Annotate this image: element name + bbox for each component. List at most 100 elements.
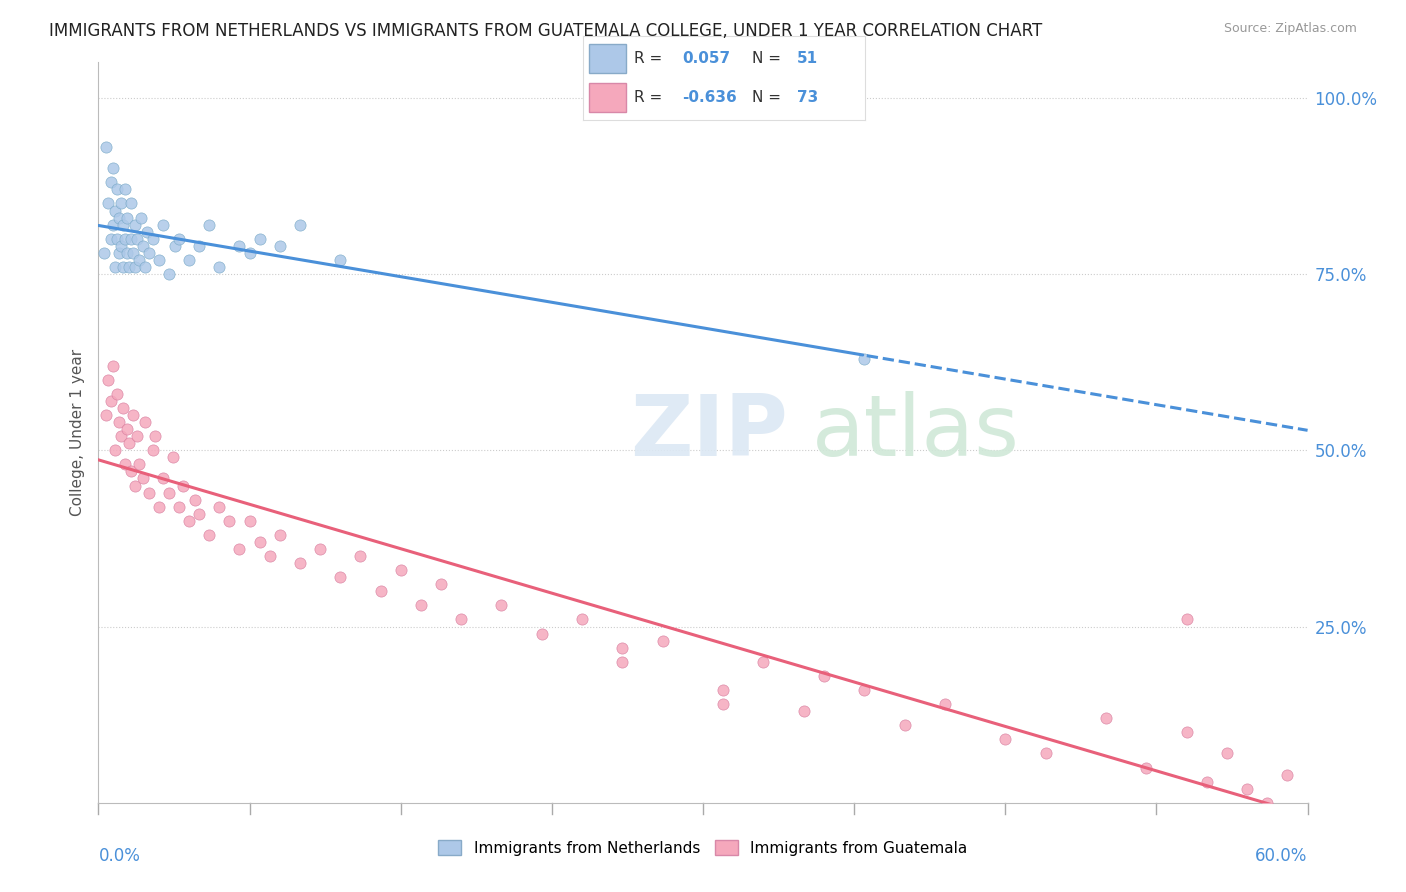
- Point: [96, 140, 118, 154]
- Text: ZIP: ZIP: [630, 391, 789, 475]
- Point: [97, 196, 120, 211]
- Point: [349, 549, 371, 563]
- Point: [101, 218, 124, 232]
- Point: [218, 514, 240, 528]
- Point: [124, 260, 146, 274]
- Point: [107, 415, 129, 429]
- Point: [125, 232, 148, 246]
- Point: [389, 563, 412, 577]
- Point: [853, 683, 876, 698]
- Point: [125, 429, 148, 443]
- Point: [188, 239, 211, 253]
- Text: IMMIGRANTS FROM NETHERLANDS VS IMMIGRANTS FROM GUATEMALA COLLEGE, UNDER 1 YEAR C: IMMIGRANTS FROM NETHERLANDS VS IMMIGRANT…: [49, 22, 1042, 40]
- Point: [893, 718, 915, 732]
- Point: [1175, 612, 1198, 626]
- Point: [110, 239, 132, 253]
- Point: [208, 260, 231, 274]
- Point: [269, 528, 291, 542]
- Point: [228, 541, 250, 556]
- Point: [711, 697, 734, 711]
- Point: [124, 218, 146, 232]
- Point: [198, 218, 221, 232]
- Point: [100, 393, 122, 408]
- Point: [115, 422, 138, 436]
- Point: [120, 464, 142, 478]
- Point: [115, 211, 138, 225]
- Point: [752, 655, 775, 669]
- Text: 0.057: 0.057: [682, 51, 730, 66]
- Point: [103, 443, 125, 458]
- Point: [138, 485, 160, 500]
- Point: [120, 196, 142, 211]
- Point: [793, 704, 815, 718]
- Point: [934, 697, 956, 711]
- Point: [853, 351, 876, 366]
- Text: atlas: atlas: [811, 391, 1019, 475]
- Point: [1236, 781, 1258, 796]
- Point: [430, 577, 453, 591]
- Point: [114, 458, 136, 472]
- Point: [450, 612, 472, 626]
- Point: [157, 485, 180, 500]
- Point: [208, 500, 231, 514]
- Point: [134, 260, 156, 274]
- Point: [1277, 767, 1299, 781]
- Text: -0.636: -0.636: [682, 90, 737, 105]
- Text: N =: N =: [752, 51, 782, 66]
- Point: [105, 387, 128, 401]
- Point: [132, 239, 155, 253]
- Point: [571, 612, 593, 626]
- Point: [249, 535, 271, 549]
- Point: [1095, 711, 1118, 725]
- Point: [1175, 725, 1198, 739]
- Point: [101, 161, 124, 176]
- Point: [135, 225, 157, 239]
- Point: [1035, 747, 1057, 761]
- Point: [288, 556, 311, 570]
- Point: [142, 232, 165, 246]
- FancyBboxPatch shape: [589, 44, 626, 73]
- Point: [118, 260, 141, 274]
- Point: [148, 252, 170, 267]
- Point: [134, 415, 156, 429]
- Point: [138, 245, 160, 260]
- Point: [143, 429, 166, 443]
- Point: [115, 245, 138, 260]
- Point: [114, 182, 136, 196]
- FancyBboxPatch shape: [589, 83, 626, 112]
- Point: [184, 492, 207, 507]
- Point: [118, 436, 141, 450]
- Point: [111, 401, 134, 415]
- Point: [1256, 796, 1278, 810]
- Point: [198, 528, 221, 542]
- Text: 60.0%: 60.0%: [1256, 847, 1308, 865]
- Point: [249, 232, 271, 246]
- Point: [107, 245, 129, 260]
- Point: [101, 359, 124, 373]
- Point: [152, 471, 174, 485]
- Text: 51: 51: [797, 51, 818, 66]
- Point: [1195, 774, 1218, 789]
- Point: [179, 252, 201, 267]
- Point: [111, 218, 134, 232]
- Point: [162, 450, 184, 465]
- Point: [711, 683, 734, 698]
- Point: [129, 211, 152, 225]
- Point: [269, 239, 291, 253]
- Text: R =: R =: [634, 51, 662, 66]
- Point: [110, 196, 132, 211]
- Point: [103, 260, 125, 274]
- Point: [1216, 747, 1239, 761]
- Point: [288, 218, 311, 232]
- Point: [103, 203, 125, 218]
- Point: [612, 640, 634, 655]
- Text: R =: R =: [634, 90, 662, 105]
- Point: [110, 429, 132, 443]
- Text: N =: N =: [752, 90, 782, 105]
- Point: [1135, 760, 1157, 774]
- Point: [188, 507, 211, 521]
- Text: 0.0%: 0.0%: [98, 847, 141, 865]
- Point: [121, 408, 143, 422]
- Point: [239, 245, 262, 260]
- Point: [132, 471, 155, 485]
